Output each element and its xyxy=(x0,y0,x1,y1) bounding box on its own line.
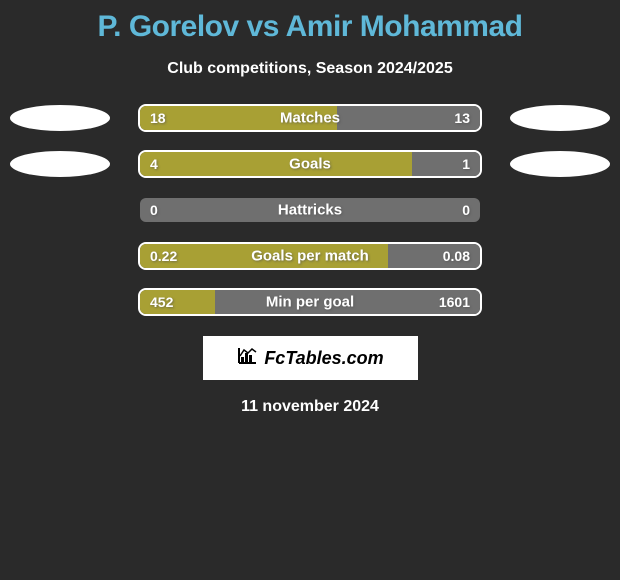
stat-bar: 0 0 Hattricks xyxy=(140,198,480,222)
subtitle: Club competitions, Season 2024/2025 xyxy=(0,60,620,78)
stat-label: Min per goal xyxy=(266,294,354,311)
stat-value-left: 0 xyxy=(150,202,158,218)
stat-bar: 0.22 0.08 Goals per match xyxy=(140,244,480,268)
logo-text: FcTables.com xyxy=(264,348,383,369)
logo-box: FcTables.com xyxy=(203,336,418,380)
stat-row: 18 13 Matches xyxy=(0,106,620,130)
player1-oval xyxy=(10,105,110,131)
date-text: 11 november 2024 xyxy=(0,398,620,416)
stat-label: Hattricks xyxy=(278,202,342,219)
stat-label: Goals xyxy=(289,156,331,173)
player2-name: Amir Mohammad xyxy=(286,10,523,43)
stat-value-left: 452 xyxy=(150,294,173,310)
stat-value-right: 1 xyxy=(462,156,470,172)
stat-value-right: 1601 xyxy=(439,294,470,310)
stat-row: 0.22 0.08 Goals per match xyxy=(0,244,620,268)
stat-value-left: 4 xyxy=(150,156,158,172)
stat-bar: 18 13 Matches xyxy=(140,106,480,130)
stat-bar: 452 1601 Min per goal xyxy=(140,290,480,314)
vs-text: vs xyxy=(247,10,286,43)
stat-value-right: 13 xyxy=(454,110,470,126)
chart-icon xyxy=(236,346,258,371)
stat-value-left: 18 xyxy=(150,110,166,126)
stat-label: Matches xyxy=(280,110,340,127)
comparison-title: P. Gorelov vs Amir Mohammad xyxy=(0,0,620,44)
stat-label: Goals per match xyxy=(251,248,369,265)
player1-oval xyxy=(10,151,110,177)
stat-value-left: 0.22 xyxy=(150,248,177,264)
stat-value-right: 0 xyxy=(462,202,470,218)
stats-chart: 18 13 Matches 4 1 Goals 0 0 Hattricks 0.22 0.08 Goa… xyxy=(0,106,620,314)
stat-bar: 4 1 Goals xyxy=(140,152,480,176)
stat-value-right: 0.08 xyxy=(443,248,470,264)
player1-name: P. Gorelov xyxy=(98,10,239,43)
player2-oval xyxy=(510,105,610,131)
stat-row: 4 1 Goals xyxy=(0,152,620,176)
bar-left-segment xyxy=(140,152,412,176)
player2-oval xyxy=(510,151,610,177)
stat-row: 0 0 Hattricks xyxy=(0,198,620,222)
stat-row: 452 1601 Min per goal xyxy=(0,290,620,314)
